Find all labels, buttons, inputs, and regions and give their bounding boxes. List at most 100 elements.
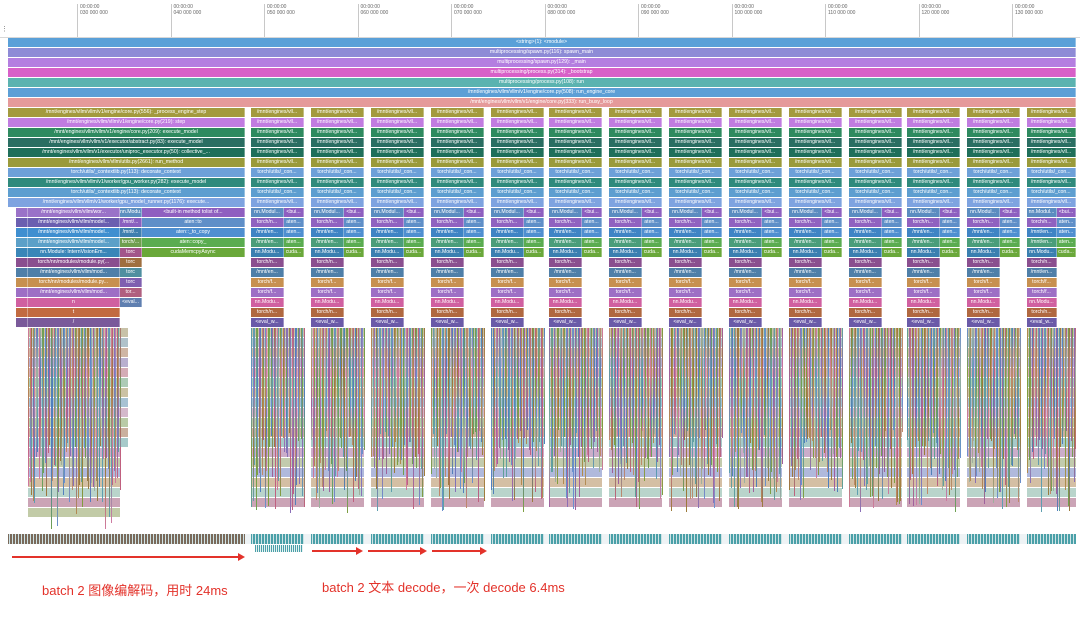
flame-frame[interactable]: /mnt/engines/vll... — [609, 108, 662, 117]
flame-frame[interactable]: /mnt/engines/vll... — [609, 148, 662, 157]
flame-deep-frame[interactable] — [907, 328, 908, 440]
flame-frame[interactable]: /mnt/en... — [729, 268, 762, 277]
flame-frame[interactable]: /mnt/engines/vll... — [967, 138, 1020, 147]
flame-deep-frame[interactable] — [877, 328, 879, 501]
flame-deep-frame[interactable] — [706, 328, 708, 464]
flame-deep-frame[interactable] — [790, 328, 792, 466]
flame-deep-frame[interactable] — [323, 328, 324, 492]
flame-deep-frame[interactable] — [269, 328, 270, 447]
flame-deep-frame[interactable] — [873, 328, 874, 509]
flame-frame[interactable]: nn.Modul... — [251, 208, 284, 217]
flame-deep-frame[interactable] — [801, 328, 802, 485]
flame-deep-frame[interactable] — [86, 328, 88, 482]
flame-deep-frame[interactable] — [928, 328, 929, 442]
flame-frame[interactable]: aten... — [702, 238, 722, 247]
flame-deep-frame[interactable] — [615, 328, 616, 500]
flame-deep-frame[interactable] — [703, 328, 705, 500]
flame-deep-frame[interactable] — [257, 328, 258, 476]
flame-deep-frame[interactable] — [735, 328, 736, 453]
flame-frame[interactable]: aten... — [762, 218, 782, 227]
flame-frame[interactable]: /mnt/engines/vll... — [849, 178, 902, 187]
flame-frame[interactable]: /mnt/engines/vll... — [251, 108, 304, 117]
flame-deep-frame[interactable] — [1051, 328, 1052, 492]
flame-deep-frame[interactable] — [888, 328, 889, 495]
flame-frame[interactable] — [16, 248, 28, 257]
flame-frame[interactable]: aten::_to_copy — [142, 228, 245, 237]
flame-deep-frame[interactable] — [995, 328, 997, 469]
flame-deep-frame[interactable] — [831, 328, 832, 480]
flame-deep-frame[interactable] — [279, 328, 281, 497]
flame-deep-frame[interactable] — [720, 328, 721, 458]
flame-frame[interactable]: /mnt/engines/vllm/vllm/v1/worker/gpu_wor… — [8, 178, 245, 187]
flame-deep-frame[interactable] — [648, 328, 649, 469]
flame-frame[interactable]: /mnt/engines/vll... — [609, 198, 662, 207]
flame-deep-frame[interactable] — [1019, 328, 1021, 484]
flame-frame[interactable]: aten... — [762, 228, 782, 237]
flame-frame[interactable]: /mnt/engines/vll... — [789, 108, 842, 117]
flame-deep-frame[interactable] — [494, 328, 495, 471]
flame-deep-frame[interactable] — [633, 328, 634, 476]
flame-deep-frame[interactable] — [1000, 328, 1001, 493]
flame-deep-frame[interactable] — [254, 328, 255, 466]
flame-deep-frame[interactable] — [372, 328, 374, 456]
flame-deep-frame[interactable] — [938, 328, 940, 475]
flame-deep-frame[interactable] — [754, 328, 756, 472]
flame-deep-frame[interactable] — [589, 328, 591, 438]
flame-frame[interactable]: <bui... — [1000, 208, 1020, 217]
flame-frame[interactable]: /mnt/engines/vll... — [849, 138, 902, 147]
flame-frame[interactable]: torch/n... — [849, 308, 882, 317]
flame-deep-frame[interactable] — [31, 328, 32, 496]
flame-frame[interactable]: /mnt/engines/vll... — [431, 118, 484, 127]
flame-deep-frame[interactable] — [537, 328, 539, 467]
flame-frame[interactable]: torch/n... — [431, 308, 464, 317]
flame-frame[interactable]: torch/n... — [669, 218, 702, 227]
flame-frame[interactable]: nn.Modu... — [729, 248, 762, 257]
flame-deep-frame[interactable] — [446, 328, 447, 434]
flame-deep-frame[interactable] — [814, 328, 816, 459]
flame-deep-frame[interactable] — [949, 328, 950, 496]
flame-deep-frame[interactable] — [419, 328, 420, 505]
flame-deep-frame[interactable] — [252, 328, 254, 501]
flame-deep-frame[interactable] — [288, 328, 290, 434]
flame-frame[interactable] — [16, 218, 28, 227]
flame-deep-frame[interactable] — [931, 328, 932, 475]
flame-deep-frame[interactable] — [500, 328, 501, 459]
flame-deep-frame[interactable] — [550, 328, 552, 473]
flame-frame[interactable]: /mnt/engines/vll... — [967, 148, 1020, 157]
flame-frame[interactable]: nn.Modul... — [789, 208, 822, 217]
flame-deep-frame[interactable] — [883, 328, 885, 472]
flame-deep-frame[interactable] — [82, 328, 83, 507]
flame-frame[interactable]: /mnt/engines/vll... — [549, 178, 602, 187]
flame-deep-frame[interactable] — [956, 328, 958, 478]
cpu-activity-segment[interactable] — [907, 534, 960, 544]
flame-deep-frame[interactable] — [753, 328, 754, 492]
flame-frame[interactable]: /mnt/en... — [789, 268, 822, 277]
flame-deep-frame[interactable] — [1063, 328, 1064, 432]
flame-deep-frame[interactable] — [598, 328, 600, 472]
flame-frame[interactable]: /mnt/engines/vll... — [371, 148, 424, 157]
flame-deep-frame[interactable] — [643, 328, 645, 481]
flame-frame[interactable]: aten... — [822, 228, 842, 237]
flame-deep-frame[interactable] — [444, 328, 446, 477]
flame-frame[interactable]: /mnt/engines/vll... — [431, 198, 484, 207]
flame-deep-frame[interactable] — [1039, 328, 1040, 440]
flame-deep-frame[interactable] — [59, 328, 61, 461]
flame-frame[interactable]: /mnt/engines/vll... — [491, 178, 544, 187]
flame-frame[interactable]: /mnt/engines/vllm/vllm/v1/engine/core.py… — [8, 128, 245, 137]
flame-frame[interactable]: /mnt/engines/vll... — [907, 198, 960, 207]
flame-deep-frame[interactable] — [386, 328, 387, 474]
flame-deep-frame[interactable] — [482, 328, 483, 456]
flame-frame[interactable]: /mnt/en... — [491, 268, 524, 277]
flame-frame[interactable] — [16, 278, 28, 287]
flame-deep-frame[interactable] — [721, 328, 723, 438]
flame-frame[interactable]: /mnt/engines/vll... — [967, 198, 1020, 207]
flame-deep-frame[interactable] — [661, 328, 663, 496]
flame-frame[interactable]: /mnt/engines/vll... — [729, 138, 782, 147]
flame-deep-frame[interactable] — [348, 328, 350, 438]
flame-frame[interactable]: /mnt/engines/vll... — [251, 128, 304, 137]
flame-deep-frame[interactable] — [76, 328, 77, 514]
flame-deep-frame[interactable] — [989, 328, 991, 440]
flame-deep-frame[interactable] — [525, 328, 527, 444]
flame-deep-frame[interactable] — [571, 328, 573, 472]
flame-deep-frame[interactable] — [534, 328, 536, 492]
